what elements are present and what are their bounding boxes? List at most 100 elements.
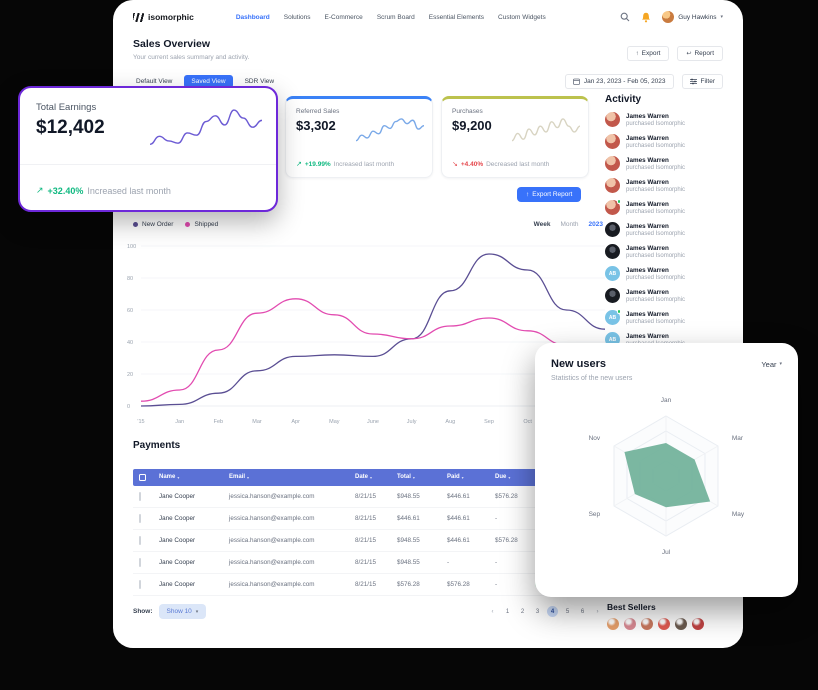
column-header-date[interactable]: Date ▾ <box>355 474 397 480</box>
tab-sdr-view[interactable]: SDR View <box>244 78 275 85</box>
svg-text:Jan: Jan <box>175 419 184 425</box>
report-button[interactable]: ↩ Report <box>677 46 723 61</box>
checkbox-icon <box>139 535 141 545</box>
page-button-5[interactable]: 5 <box>565 608 570 615</box>
cell-email: jessica.hanson@example.com <box>229 558 315 566</box>
chevron-down-icon: ▾ <box>779 361 782 367</box>
activity-item[interactable]: James Warren purchased Isomorphic <box>605 134 733 149</box>
prev-page-button[interactable]: ‹ <box>491 608 494 615</box>
column-header-total[interactable]: Total ▾ <box>397 474 447 480</box>
avatar: AB <box>605 266 620 281</box>
stat-delta-note: Increased last month <box>87 185 171 196</box>
cell-total: $446.61 <box>397 514 420 522</box>
export-button[interactable]: ↑ Export <box>626 46 670 61</box>
svg-text:Sep: Sep <box>484 419 494 425</box>
nav-item-scrum-board[interactable]: Scrum Board <box>376 13 415 21</box>
page-button-1[interactable]: 1 <box>505 608 510 615</box>
row-checkbox[interactable] <box>139 491 159 501</box>
best-seller-avatar[interactable] <box>692 618 704 630</box>
notifications-bell-icon[interactable] <box>641 12 651 23</box>
toggle-week[interactable]: Week <box>533 221 551 228</box>
nav-item-e-commerce[interactable]: E-Commerce <box>324 13 363 21</box>
best-seller-avatar[interactable] <box>641 618 653 630</box>
cell-date: 8/21/15 <box>355 536 377 544</box>
row-checkbox[interactable] <box>139 579 159 589</box>
select-all-checkbox[interactable] <box>139 473 159 481</box>
app-logo[interactable]: isomorphic <box>133 12 194 22</box>
user-menu[interactable]: Guy Hawkins ▾ <box>662 11 723 23</box>
toggle-month[interactable]: Month <box>560 221 579 228</box>
search-icon[interactable] <box>620 12 630 22</box>
toggle-2023[interactable]: 2023 <box>588 221 603 228</box>
stat-title: Purchases <box>452 108 483 115</box>
activity-item[interactable]: James Warren purchased Isomorphic <box>605 178 733 193</box>
stat-value: $9,200 <box>452 118 492 133</box>
filter-sliders-icon <box>689 78 697 85</box>
page-button-2[interactable]: 2 <box>520 608 525 615</box>
column-header-email[interactable]: Email ▾ <box>229 474 355 480</box>
cell-due: - <box>495 514 498 522</box>
page-size-select[interactable]: Show 10 ▾ <box>158 604 207 619</box>
nav-item-dashboard[interactable]: Dashboard <box>235 13 270 21</box>
nav-item-essential-elements[interactable]: Essential Elements <box>428 13 485 21</box>
activity-list: James Warren purchased Isomorphic James Wa… <box>605 112 733 347</box>
legend-item-shipped[interactable]: Shipped <box>185 221 218 228</box>
chart-period-toggles: Week Month 2023 <box>534 221 603 228</box>
best-seller-avatar[interactable] <box>607 618 619 630</box>
activity-item[interactable]: James Warren purchased Isomorphic <box>605 288 733 303</box>
next-page-button[interactable]: › <box>596 608 599 615</box>
checkbox-icon <box>139 491 141 501</box>
best-seller-avatar[interactable] <box>675 618 687 630</box>
row-checkbox[interactable] <box>139 557 159 567</box>
best-seller-avatar[interactable] <box>624 618 636 630</box>
chevron-down-icon: ▾ <box>720 14 723 20</box>
sort-icon: ▾ <box>177 474 180 480</box>
trend-icon: ↗ <box>296 161 302 168</box>
nav-item-solutions[interactable]: Solutions <box>283 13 311 21</box>
export-report-button[interactable]: ↑ Export Report <box>517 187 582 202</box>
activity-user-name: James Warren <box>626 244 669 252</box>
activity-action: purchased Isomorphic <box>626 230 686 237</box>
cell-due: $576.28 <box>495 492 518 500</box>
cell-name: Jane Cooper <box>159 580 196 588</box>
best-seller-avatar[interactable] <box>658 618 670 630</box>
cell-paid: $576.28 <box>447 580 470 588</box>
column-header-name[interactable]: Name ▾ <box>159 474 229 480</box>
view-tabs-row: Default View Saved View SDR View Jan 23, 2… <box>133 74 723 89</box>
svg-text:Mar: Mar <box>252 419 262 425</box>
page-button-4[interactable]: 4 <box>547 606 558 617</box>
row-checkbox[interactable] <box>139 535 159 545</box>
activity-action: purchased Isomorphic <box>626 318 686 325</box>
page-button-6[interactable]: 6 <box>580 608 585 615</box>
page-button-3[interactable]: 3 <box>535 608 540 615</box>
activity-action: purchased Isomorphic <box>626 120 686 127</box>
stat-delta-note: Decreased last month <box>486 160 550 168</box>
activity-item[interactable]: James Warren purchased Isomorphic <box>605 199 733 215</box>
legend-dot <box>185 222 191 227</box>
row-checkbox[interactable] <box>139 513 159 523</box>
filter-button[interactable]: Filter <box>681 74 723 89</box>
activity-action: purchased Isomorphic <box>626 274 686 281</box>
activity-item[interactable]: James Warren purchased Isomorphic <box>605 156 733 171</box>
tab-default-view[interactable]: Default View <box>136 78 173 85</box>
activity-item[interactable]: James Warren purchased Isomorphic <box>605 244 733 259</box>
page-header: Sales Overview Your current sales summar… <box>133 38 723 61</box>
svg-text:May: May <box>732 511 745 518</box>
svg-text:June: June <box>367 419 379 425</box>
nav-item-custom-widgets[interactable]: Custom Widgets <box>498 13 546 21</box>
activity-item[interactable]: James Warren purchased Isomorphic <box>605 112 733 127</box>
cell-email: jessica.hanson@example.com <box>229 580 315 588</box>
show-label: Show: <box>133 608 153 615</box>
column-label: Total <box>397 474 411 480</box>
legend-item-new-order[interactable]: New Order <box>133 221 173 228</box>
date-range-picker[interactable]: Jan 23, 2023 - Feb 05, 2023 <box>564 74 674 89</box>
column-header-due[interactable]: Due ▾ <box>495 474 535 480</box>
activity-item[interactable]: James Warren purchased Isomorphic <box>605 222 733 237</box>
column-header-paid[interactable]: Paid ▾ <box>447 474 495 480</box>
period-select[interactable]: Year ▾ <box>761 359 782 369</box>
referred-sales-sparkline <box>356 115 424 143</box>
stat-card-purchases: Purchases $9,200 ↘ +4.40% Decreased last m… <box>441 96 589 178</box>
tab-saved-view[interactable]: Saved View <box>184 75 233 88</box>
